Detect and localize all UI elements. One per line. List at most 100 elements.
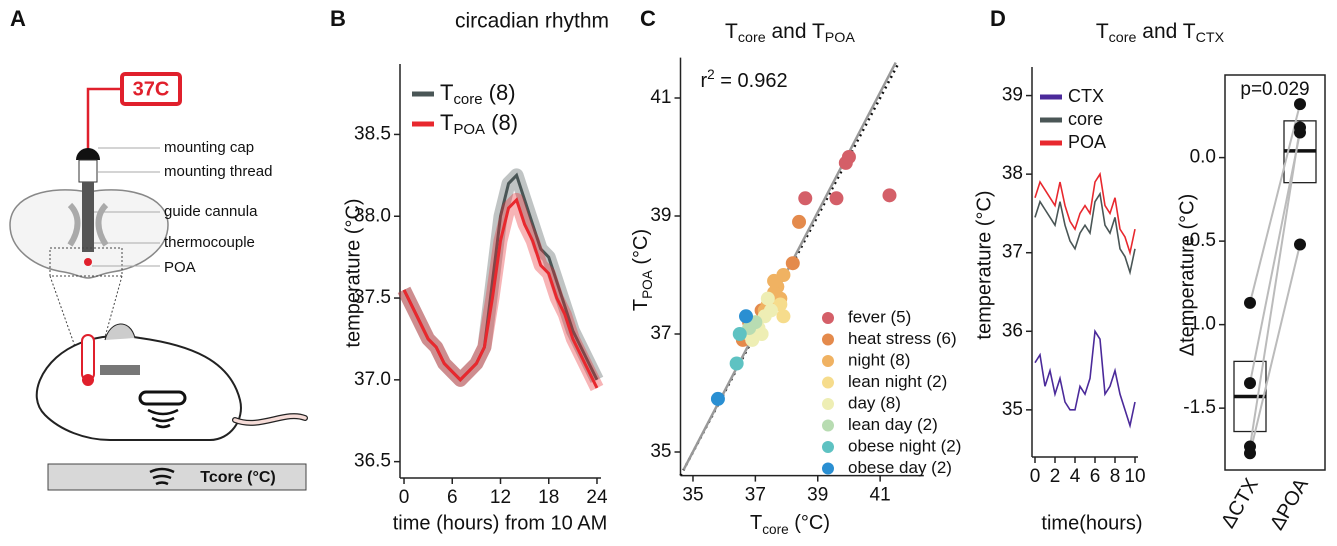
legend-label: day (8): [848, 393, 901, 412]
x-tick-label: 39: [807, 485, 828, 506]
text-part: core: [1109, 30, 1137, 46]
probe-tip: [84, 258, 92, 266]
y-tick-label: -1.5: [1183, 397, 1216, 418]
x-tick-label: 6: [1090, 466, 1101, 487]
point: [1294, 121, 1306, 134]
text-part: r: [701, 70, 708, 92]
y-tick-label: 35: [1002, 399, 1023, 420]
text-part: and T: [766, 20, 825, 43]
annotation: r2 = 0.962: [701, 67, 788, 93]
legend-swatch: [822, 441, 834, 453]
legend-swatch: [822, 398, 834, 410]
y-tick-label: 37.0: [354, 369, 391, 390]
point: [841, 150, 856, 164]
part-label: mounting thread: [164, 163, 272, 180]
y-tick-label: -1.0: [1183, 314, 1216, 335]
y-axis-label: TPOA (°C): [630, 229, 654, 311]
legend-label: heat stress (6): [848, 329, 957, 348]
x-tick-label: 0: [399, 487, 410, 508]
legend-swatch: [822, 355, 834, 367]
x-tick-label: 37: [745, 485, 766, 506]
text-part: T: [630, 299, 652, 311]
x-tick-label: 4: [1070, 466, 1081, 487]
text-part: T: [440, 110, 453, 135]
part-label: thermocouple: [164, 234, 255, 251]
x-tick-label: 2: [1050, 466, 1061, 487]
series-line: [1034, 171, 1136, 256]
point: [739, 309, 754, 324]
y-tick-label: -0.5: [1183, 230, 1216, 251]
x-tick-label: ΔPOA: [1266, 474, 1313, 534]
y-tick-label: 41: [650, 87, 671, 108]
point: [760, 291, 775, 306]
y-tick-label: 35: [650, 441, 671, 462]
point: [882, 188, 897, 203]
text-part: (°C): [630, 229, 652, 270]
part-label: guide cannula: [164, 203, 258, 220]
x-tick-label: 41: [870, 485, 891, 506]
point: [754, 327, 769, 341]
text-part: and T: [1136, 20, 1195, 43]
y-tick-label: 38.0: [354, 205, 391, 226]
x-tick-label: 35: [682, 485, 703, 506]
point: [1294, 238, 1306, 251]
series-line: [402, 197, 599, 389]
chart-title: Tcore and TCTX: [1096, 20, 1225, 46]
mouse-ear: [104, 323, 136, 341]
pair-line: [1249, 103, 1301, 304]
panel-a: A 37C mounting cap mounting thread guide…: [9, 6, 308, 491]
series-line: [1034, 328, 1136, 429]
point: [792, 214, 807, 229]
ventricles: [67, 202, 109, 247]
y-tick-label: 38.5: [354, 123, 391, 144]
annotation: p=0.029: [1240, 79, 1309, 100]
pair-line: [1249, 127, 1301, 447]
y-tick-label: 38: [1002, 163, 1023, 184]
point: [785, 256, 800, 271]
point: [829, 191, 844, 206]
chart-title: circadian rhythm: [455, 10, 609, 33]
y-tick-label: 37.5: [354, 287, 391, 308]
text-part: CTX: [1196, 30, 1225, 46]
point: [763, 303, 778, 318]
plate: [47, 463, 307, 491]
legend-label: POA: [1068, 132, 1106, 152]
part-label: mounting cap: [164, 139, 254, 156]
mouse-body: [35, 334, 242, 441]
point: [732, 327, 747, 341]
legend-label: lean night (2): [848, 372, 947, 391]
legend-label: night (8): [848, 350, 910, 369]
y-tick-label: 0.0: [1190, 147, 1216, 168]
text-part: = 0.962: [715, 70, 788, 92]
text-part: (8): [483, 80, 516, 105]
zoom-box: [49, 247, 123, 277]
text-part: 2: [707, 67, 715, 82]
panel-letter: C: [640, 6, 656, 31]
plate-label: Tcore (°C): [200, 469, 275, 486]
x-tick-label: 24: [586, 487, 608, 508]
x-tick-label: 12: [490, 487, 511, 508]
legend-swatch: [822, 333, 834, 346]
part-label: POA: [164, 259, 196, 276]
legend-label: lean day (2): [848, 415, 938, 434]
text-part: (°C): [789, 512, 830, 534]
legend-label: obese night (2): [848, 436, 961, 455]
x-tick-label: 8: [1110, 466, 1121, 487]
cannula-front: [82, 182, 94, 252]
point: [729, 356, 744, 371]
text-part: T: [725, 20, 738, 43]
point: [767, 273, 782, 288]
y-tick-label: 39: [650, 205, 671, 226]
y-tick-label: 37: [650, 323, 671, 344]
point: [1244, 447, 1256, 460]
mouse-tail-fill: [233, 414, 307, 425]
thermometer: [81, 334, 95, 381]
thermometer-bulb: [82, 374, 94, 386]
plot-frame: [1224, 74, 1326, 471]
thread: [78, 159, 98, 183]
text-part: (8): [485, 110, 518, 135]
x-axis-label: Tcore (°C): [750, 512, 830, 536]
text-part: T: [750, 512, 762, 534]
